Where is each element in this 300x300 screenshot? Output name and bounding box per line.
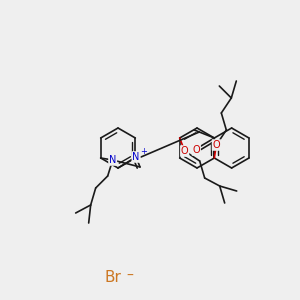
Text: O: O [212, 140, 220, 150]
Text: –: – [127, 269, 134, 283]
Text: N: N [109, 155, 116, 165]
Text: Br: Br [105, 271, 122, 286]
Text: O: O [193, 145, 200, 155]
Text: N: N [132, 152, 140, 162]
Text: +: + [141, 148, 147, 157]
Text: O: O [181, 146, 188, 156]
